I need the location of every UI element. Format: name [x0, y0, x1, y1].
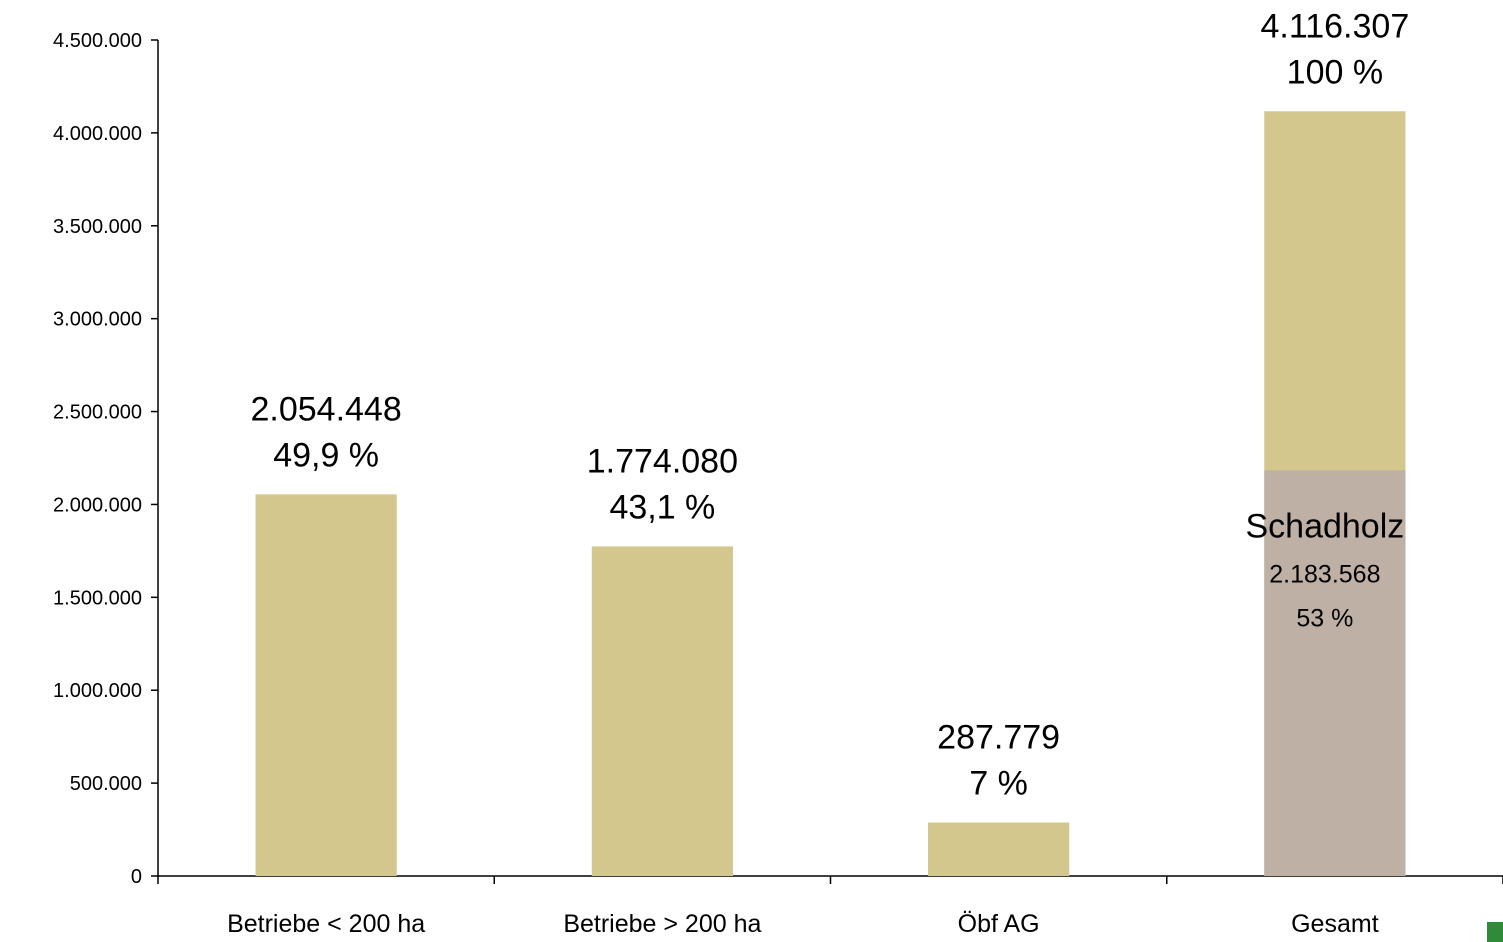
- data-labels: 2.054.448 49,9 % 1.774.080 43,1 % 287.779 7 %…: [250, 7, 1409, 802]
- value-label: 287.779: [937, 719, 1060, 757]
- x-category-label: Betriebe < 200 ha: [227, 910, 425, 938]
- y-tick-label: 3.000.000: [53, 309, 142, 331]
- y-tick-label: 500.000: [70, 773, 142, 795]
- segment-percent-label: 53 %: [1296, 604, 1353, 632]
- percent-label: 7 %: [969, 765, 1028, 803]
- percent-label: 49,9 %: [273, 436, 379, 474]
- y-tick-label: 1.000.000: [53, 680, 142, 702]
- bar: [591, 546, 733, 876]
- value-label: 4.116.307: [1261, 7, 1410, 45]
- y-tick-label: 2.500.000: [53, 402, 142, 424]
- corner-mark: [1487, 922, 1503, 942]
- y-tick-label: 3.500.000: [53, 216, 142, 238]
- x-category-label: Betriebe > 200 ha: [563, 910, 761, 938]
- value-label: 1.774.080: [587, 442, 738, 480]
- bar: [928, 822, 1070, 876]
- x-axis: Betriebe < 200 ha Betriebe > 200 ha Öbf AG…: [157, 875, 1503, 938]
- x-category-label: Gesamt: [1291, 910, 1379, 938]
- value-label: 2.054.448: [250, 390, 401, 428]
- percent-label: 43,1 %: [609, 488, 715, 526]
- y-tick-label: 4.000.000: [53, 123, 142, 145]
- segment-name-label: Schadholz: [1245, 507, 1404, 545]
- bar: [255, 494, 397, 876]
- segment-value-label: 2.183.568: [1269, 560, 1380, 588]
- y-tick-label: 0: [131, 866, 142, 888]
- y-tick-label: 4.500.000: [53, 30, 142, 52]
- bars: [255, 111, 1406, 877]
- y-tick-label: 1.500.000: [53, 587, 142, 609]
- bar-segment-schadholz: [1264, 470, 1406, 876]
- x-category-label: Öbf AG: [958, 910, 1040, 938]
- y-axis: 0 500.000 1.000.000 1.500.000 2.000.000 2.500…: [53, 30, 159, 888]
- y-tick-label: 2.000.000: [53, 494, 142, 516]
- percent-label: 100 %: [1287, 53, 1383, 91]
